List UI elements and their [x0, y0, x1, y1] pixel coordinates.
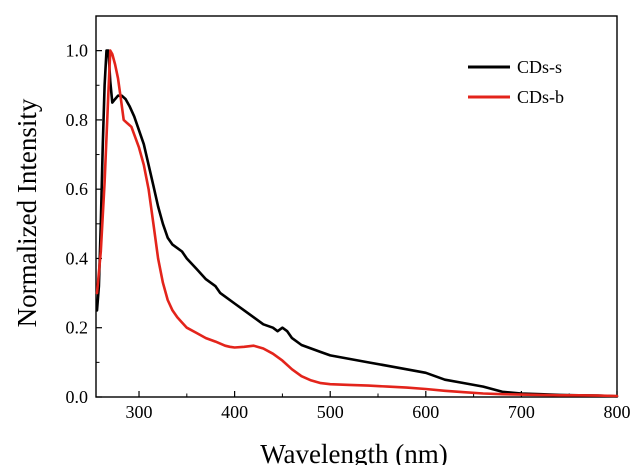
x-tick-label: 500 — [317, 402, 344, 422]
y-tick-label: 0.6 — [66, 179, 89, 199]
x-tick-label: 700 — [508, 402, 535, 422]
legend-label: CDs-s — [517, 57, 562, 77]
x-axis-ticks: 300 400 500 600 700 800 — [126, 391, 631, 422]
x-axis-title: Wavelength (nm) — [260, 439, 448, 465]
x-tick-label: 300 — [126, 402, 153, 422]
legend: CDs-s CDs-b — [468, 57, 564, 107]
x-tick-label: 400 — [221, 402, 248, 422]
y-tick-label: 0.0 — [66, 387, 89, 407]
series-layer — [95, 49, 619, 398]
y-tick-label: 1.0 — [66, 41, 89, 61]
series-line-cds-s — [95, 49, 619, 398]
legend-label: CDs-b — [517, 87, 564, 107]
y-axis-title: Normalized Intensity — [12, 98, 42, 327]
y-tick-label: 0.2 — [66, 318, 89, 338]
plot-frame — [95, 15, 618, 398]
y-tick-label: 0.8 — [66, 110, 89, 130]
y-tick-label: 0.4 — [66, 248, 89, 268]
plot-border — [95, 15, 618, 398]
x-tick-label: 800 — [604, 402, 631, 422]
y-axis-ticks: 0.0 0.2 0.4 0.6 0.8 1.0 — [66, 41, 102, 407]
series-line-cds-b — [95, 49, 619, 398]
x-tick-label: 600 — [412, 402, 439, 422]
